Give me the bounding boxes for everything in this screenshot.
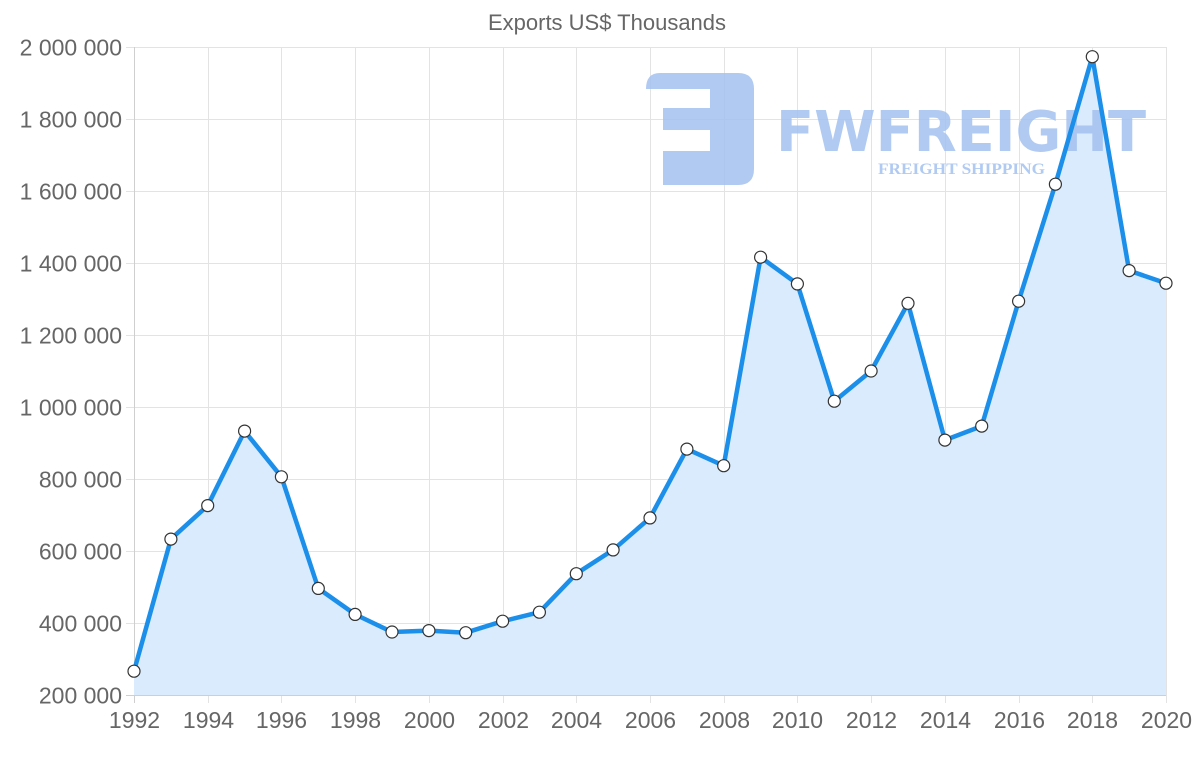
data-point[interactable] — [790, 277, 805, 291]
x-axis-tick-label: 1994 — [183, 707, 234, 733]
x-axis-tick-label: 2002 — [478, 707, 529, 733]
data-point[interactable] — [459, 626, 473, 640]
y-axis-tick-label: 1 200 000 — [20, 323, 122, 349]
y-axis-tick-label: 1 000 000 — [20, 395, 122, 421]
x-axis-tick-label: 2010 — [772, 707, 823, 733]
x-axis-labels: 1992 1994 1996 1998 2000 2002 2004 2006 2008 2010… — [109, 707, 1192, 733]
data-point[interactable] — [238, 424, 252, 438]
x-axis-tick-label: 2016 — [994, 707, 1045, 733]
x-axis-tick-label: 2006 — [625, 707, 676, 733]
data-point[interactable] — [753, 250, 768, 264]
x-axis-tick-label: 2008 — [699, 707, 750, 733]
y-axis-tick-label: 600 000 — [39, 539, 122, 565]
watermark: FWFREIGHT FREIGHT SHIPPING — [646, 73, 1146, 185]
data-point[interactable] — [1159, 276, 1173, 290]
y-axis-tick-label: 1 400 000 — [20, 251, 122, 277]
data-point[interactable] — [975, 419, 989, 433]
y-axis-tick-label: 2 000 000 — [20, 35, 122, 61]
data-points — [127, 50, 1173, 678]
x-axis-tick-label: 1998 — [330, 707, 381, 733]
x-axis-tick-label: 2004 — [551, 707, 602, 733]
data-point[interactable] — [311, 581, 325, 596]
data-point[interactable] — [385, 625, 399, 639]
data-point[interactable] — [422, 623, 436, 638]
y-axis-tick-label: 1 600 000 — [20, 179, 122, 205]
x-axis-tick-label: 1996 — [256, 707, 307, 733]
data-point[interactable] — [938, 433, 952, 447]
axes — [126, 47, 1167, 703]
data-point[interactable] — [496, 614, 510, 628]
data-point[interactable] — [827, 394, 841, 408]
data-point[interactable] — [569, 567, 583, 581]
x-axis-tick-label: 2014 — [920, 707, 971, 733]
y-axis-tick-label: 200 000 — [39, 683, 122, 709]
y-axis-labels: 200 000 400 000 600 000 800 000 1 000 000 1 2… — [20, 35, 122, 709]
watermark-tagline: FREIGHT SHIPPING — [878, 161, 1046, 178]
data-point[interactable] — [717, 459, 731, 473]
x-axis-tick-label: 2018 — [1067, 707, 1118, 733]
y-axis-tick-label: 1 800 000 — [20, 107, 122, 133]
fwfreight-logo-icon — [646, 73, 754, 185]
data-point[interactable] — [1048, 177, 1063, 191]
data-point[interactable] — [532, 605, 547, 619]
data-point[interactable] — [348, 607, 362, 622]
data-point[interactable] — [643, 511, 657, 525]
x-axis-tick-label: 1992 — [109, 707, 160, 733]
data-point[interactable] — [127, 664, 141, 678]
y-axis-tick-label: 800 000 — [39, 467, 122, 493]
data-point[interactable] — [1085, 50, 1099, 64]
data-point[interactable] — [864, 364, 878, 378]
data-point[interactable] — [274, 470, 288, 484]
chart-title: Exports US$ Thousands — [488, 10, 726, 35]
data-point[interactable] — [606, 543, 620, 557]
data-point[interactable] — [164, 532, 178, 546]
data-point[interactable] — [1011, 294, 1026, 308]
data-point[interactable] — [201, 499, 215, 513]
x-axis-tick-label: 2020 — [1141, 707, 1192, 733]
x-axis-tick-label: 2012 — [846, 707, 897, 733]
series-area-fill — [134, 56, 1166, 695]
data-point[interactable] — [680, 442, 694, 456]
watermark-brand: FWFREIGHT — [776, 100, 1146, 165]
x-axis-tick-label: 2000 — [404, 707, 455, 733]
data-point[interactable] — [1122, 264, 1136, 278]
data-point[interactable] — [901, 296, 915, 310]
y-axis-tick-label: 400 000 — [39, 611, 122, 637]
